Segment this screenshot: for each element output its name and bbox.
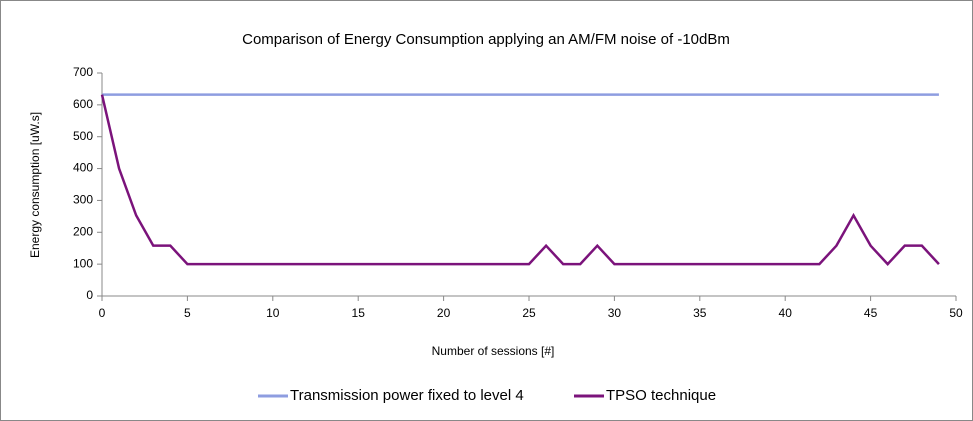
x-tick-label: 10 <box>266 306 280 320</box>
y-tick-label: 0 <box>86 288 93 302</box>
x-tick-label: 0 <box>99 306 106 320</box>
x-tick-label: 20 <box>437 306 451 320</box>
y-tick-label: 600 <box>73 97 93 111</box>
y-tick-label: 500 <box>73 129 93 143</box>
y-tick-label: 200 <box>73 224 93 238</box>
chart-title: Comparison of Energy Consumption applyin… <box>242 31 730 48</box>
x-tick-label: 35 <box>693 306 707 320</box>
y-tick-label: 400 <box>73 161 93 175</box>
data-line <box>100 94 940 266</box>
x-axis-label: Number of sessions [#] <box>432 344 555 358</box>
legend-label: Transmission power fixed to level 4 <box>290 387 524 404</box>
x-tick-label: 25 <box>522 306 536 320</box>
y-tick-label: 300 <box>73 193 93 207</box>
y-axis-label: Energy consumption [uW.s] <box>28 112 42 258</box>
x-tick-label: 40 <box>779 306 793 320</box>
x-tick-label: 50 <box>949 306 963 320</box>
x-tick-label: 45 <box>864 306 878 320</box>
x-tick-label: 15 <box>352 306 366 320</box>
x-tick-label: 30 <box>608 306 622 320</box>
x-tick-label: 5 <box>184 306 191 320</box>
y-tick-label: 700 <box>73 65 93 79</box>
y-tick-label: 100 <box>73 256 93 270</box>
legend-label: TPSO technique <box>606 387 716 404</box>
